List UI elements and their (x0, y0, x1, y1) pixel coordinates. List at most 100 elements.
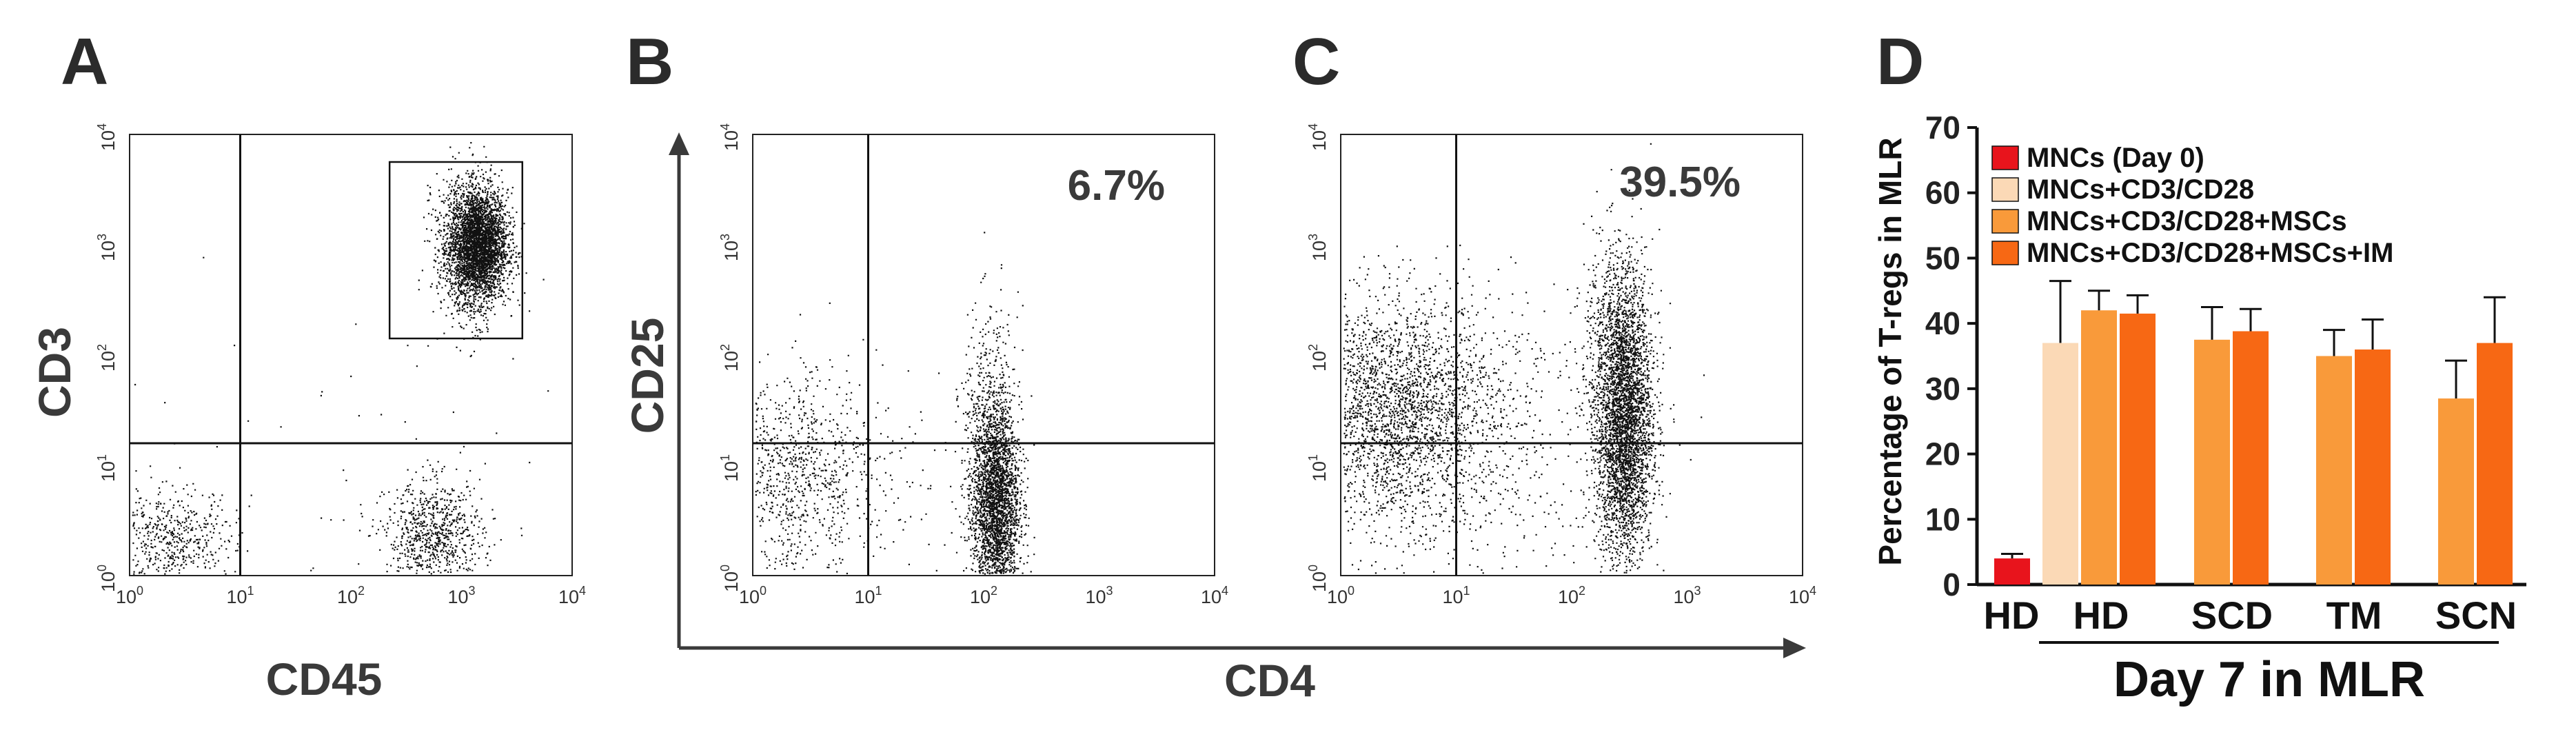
panel-b-y-tick-label: 100 (718, 565, 742, 592)
panel-a-x-tick-label: 101 (226, 584, 254, 607)
panel-c-percent: 39.5% (1619, 159, 1741, 206)
panel-d-y-tick-label: 0 (1943, 567, 1960, 602)
panel-c-x-tick-label: 100 (1327, 584, 1355, 607)
panel-c-y-tick-label: 101 (1306, 454, 1330, 482)
panel-b: B 100 101 102 103 104 100 101 102 103 104 6.7% C… (622, 25, 1228, 607)
panel-c: C 100 101 102 103 104 100 101 102 103 104 39.5% (1292, 25, 1816, 607)
bar-hd-series-3 (2120, 313, 2156, 585)
legend-label: MNCs+CD3/CD28+MSCs (2027, 206, 2347, 236)
panel-a-gate-rectangle (388, 161, 524, 340)
panel-a-x-tick-label: 102 (337, 584, 365, 607)
panel-b-x-tick-label: 102 (970, 584, 997, 607)
panel-c-plot-frame (1340, 134, 1803, 576)
panel-d-y-tick-label: 10 (1925, 501, 1960, 537)
panel-d-y-tick-label: 20 (1925, 436, 1960, 472)
panel-c-y-ticks: 100 101 102 103 104 (1306, 123, 1330, 592)
legend-label: MNCs+CD3/CD28 (2027, 174, 2254, 205)
legend-swatch (1991, 177, 2019, 202)
panel-a-event-dots (132, 142, 549, 575)
bar-scd-series-2 (2194, 339, 2230, 585)
cd4-axis-arrowhead (1783, 638, 1806, 658)
bar-scn-series-2 (2438, 398, 2474, 585)
panel-d-category-label: HD (2073, 594, 2129, 637)
panel-a-y-tick-label: 103 (95, 234, 119, 261)
legend-label: MNCs (Day 0) (2027, 143, 2204, 173)
panel-d-category-label: TM (2326, 594, 2382, 637)
panel-b-x-tick-label: 104 (1201, 584, 1228, 607)
panel-c-y-tick-label: 103 (1306, 234, 1330, 261)
panel-b-x-tick-label: 101 (854, 584, 882, 607)
panel-b-y-tick-label: 104 (718, 123, 742, 151)
panel-a-plot-frame (129, 134, 573, 576)
panel-b-x-tick-label: 100 (739, 584, 767, 607)
panel-a-x-tick-label: 103 (447, 584, 475, 607)
panel-b-x-ticks: 100 101 102 103 104 (739, 584, 1228, 607)
panel-d-y-ticks: 0 10 20 30 40 50 60 70 (1925, 110, 1977, 602)
panel-a-y-tick-label: 100 (95, 565, 119, 592)
panel-b-x-tick-label: 103 (1085, 584, 1113, 607)
panel-c-y-tick-label: 100 (1306, 565, 1330, 592)
panel-a-letter: A (61, 25, 108, 99)
panel-d-y-tick-label: 50 (1925, 240, 1960, 276)
panel-b-event-dots (755, 232, 1035, 575)
panel-b-y-ticks: 100 101 102 103 104 (718, 123, 742, 592)
panel-a-quadrant-lines (130, 134, 572, 576)
panel-b-plot-frame (752, 134, 1215, 576)
panel-a-y-axis-label: CD3 (29, 327, 80, 418)
panel-a-x-tick-label: 100 (116, 584, 143, 607)
panel-a-x-ticks: 100 101 102 103 104 (116, 584, 586, 607)
panel-c-letter: C (1292, 25, 1340, 99)
panel-a-gate (388, 161, 524, 340)
panel-d-category-label: HD (1984, 594, 2040, 637)
panel-c-quadrant-lines (1341, 134, 1803, 576)
panel-c-x-tick-label: 102 (1558, 584, 1585, 607)
bar-tm-series-3 (2355, 349, 2391, 585)
panel-d-legend: MNCs (Day 0)MNCs+CD3/CD28MNCs+CD3/CD28+M… (1991, 143, 2393, 268)
panel-d-category-label: SCD (2191, 594, 2273, 637)
panel-b-y-tick-label: 103 (718, 234, 742, 261)
panel-b-y-tick-label: 101 (718, 454, 742, 482)
panel-d-x-title: Day 7 in MLR (2113, 652, 2425, 707)
bar-scn-series-3 (2477, 343, 2513, 585)
legend-label: MNCs+CD3/CD28+MSCs+IM (2027, 238, 2393, 268)
cd4-axis-label: CD4 (1224, 655, 1315, 706)
panel-d-letter: D (1876, 25, 1924, 99)
panel-c-x-tick-label: 103 (1673, 584, 1701, 607)
panel-c-x-tick-label: 101 (1442, 584, 1470, 607)
legend-swatch (1991, 241, 2019, 265)
panel-d-y-tick-label: 40 (1925, 305, 1960, 341)
panel-c-y-tick-label: 104 (1306, 123, 1330, 151)
shared-cd4-axis: CD4 (669, 132, 1806, 706)
bar-hd-series-2 (2081, 310, 2117, 585)
panel-d: D 0 10 20 30 40 50 60 70 HD HD SCD TM SCN Day 7 in … (1872, 25, 2526, 707)
bar-hd-series-0 (1994, 558, 2030, 585)
legend-swatch (1991, 145, 2019, 170)
panel-b-quadrant-lines (753, 134, 1215, 576)
panel-a-y-tick-label: 102 (95, 344, 119, 372)
panel-a-y-tick-label: 101 (95, 454, 119, 482)
bar-scd-series-3 (2233, 331, 2269, 585)
panel-d-y-tick-label: 70 (1925, 110, 1960, 145)
panel-a-x-tick-label: 104 (558, 584, 586, 607)
panel-d-bars (1994, 280, 2513, 585)
panel-a-y-ticks: 100 101 102 103 104 (95, 123, 119, 592)
panel-d-y-tick-label: 60 (1925, 175, 1960, 211)
panel-a-x-axis-label: CD45 (266, 653, 383, 704)
panel-b-y-tick-label: 102 (718, 344, 742, 372)
panel-d-category-labels: HD HD SCD TM SCN (1984, 594, 2517, 637)
panel-d-category-label: SCN (2435, 594, 2517, 637)
panel-c-x-tick-label: 104 (1789, 584, 1816, 607)
panel-c-scatter (1343, 143, 1705, 574)
bar-hd-series-1 (2042, 343, 2078, 585)
panel-a: A 100 101 102 103 104 100 101 102 103 104 CD45 C… (29, 25, 586, 704)
panel-a-scatter (132, 142, 549, 575)
bar-tm-series-2 (2316, 356, 2352, 585)
panel-d-y-axis-label: Percentage of T-regs in MLR (1872, 137, 1908, 565)
panel-c-y-tick-label: 102 (1306, 344, 1330, 372)
panel-b-percent: 6.7% (1068, 162, 1165, 210)
panel-b-scatter (755, 232, 1035, 575)
panel-c-x-ticks: 100 101 102 103 104 (1327, 584, 1816, 607)
legend-swatch (1991, 209, 2019, 234)
cd25-axis-arrowhead (669, 132, 689, 155)
